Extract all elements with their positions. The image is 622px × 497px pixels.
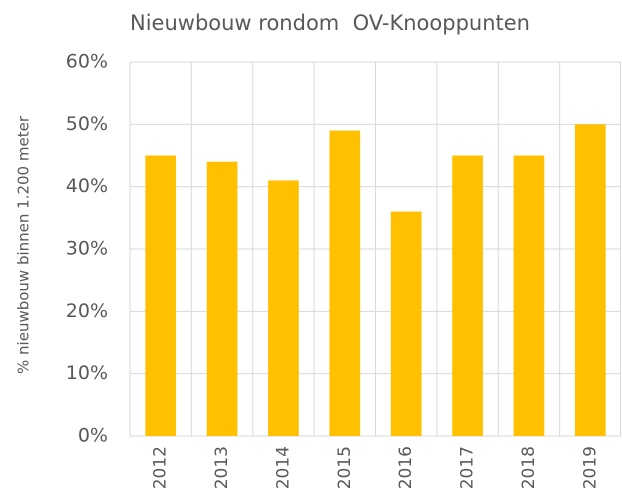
bar	[390, 211, 422, 436]
x-tick-label: 2018	[519, 446, 539, 489]
bar	[513, 155, 545, 436]
y-axis-label: % nieuwbouw binnen 1.200 meter	[15, 115, 33, 374]
y-tick-label: 30%	[66, 238, 108, 260]
x-tick-label: 2012	[151, 446, 171, 489]
x-tick-label: 2017	[458, 446, 478, 489]
x-tick-label: 2016	[396, 446, 416, 489]
y-tick-label: 10%	[66, 362, 108, 384]
y-tick-label: 40%	[66, 175, 108, 197]
y-tick-label: 60%	[66, 51, 108, 73]
y-tick-label: 20%	[66, 300, 108, 322]
bar	[329, 130, 361, 437]
bar	[452, 155, 483, 436]
bar	[206, 161, 238, 436]
bar	[145, 155, 177, 436]
x-tick-label: 2013	[212, 446, 232, 489]
x-tick-label: 2015	[335, 446, 355, 489]
x-tick-label: 2019	[580, 446, 600, 489]
y-tick-label: 50%	[66, 113, 108, 135]
y-tick-label: 0%	[78, 425, 108, 447]
x-tick-label: 2014	[273, 446, 293, 489]
chart-title: Nieuwbouw rondom OV-Knooppunten	[130, 11, 530, 35]
bar	[574, 124, 606, 436]
bar	[268, 180, 299, 436]
